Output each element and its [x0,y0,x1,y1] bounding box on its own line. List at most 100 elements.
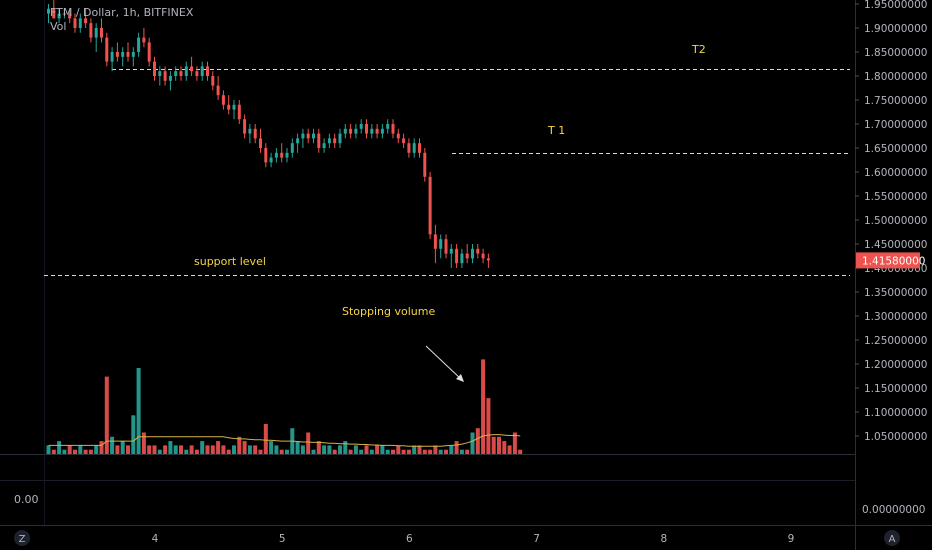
time-tick-label: 7 [533,533,540,545]
candle-body [455,248,459,264]
price-axis[interactable]: 1.95000000 1.90000000 1.85000000 1.80000000… [855,0,927,443]
auto-scale-button[interactable] [884,530,900,546]
candle-body [110,52,114,62]
candle-body [471,248,474,259]
volume-bar [51,449,56,454]
volume-bar [348,449,353,454]
volume-bar [88,449,93,454]
volume-bar [428,449,433,454]
candle-body [158,71,162,76]
volume-bar [438,449,443,454]
volume-bar [189,445,194,454]
price-tick-label: 1.10000000 [864,407,927,419]
volume-bar [497,436,501,454]
price-tick-label: 1.85000000 [864,47,927,59]
volume-bar [57,441,62,454]
volume-bar [152,445,157,454]
price-tick-label: 1.35000000 [864,287,927,299]
volume-bar [359,449,364,454]
candle-body [449,248,453,254]
candle-body [444,239,448,254]
zoom-button[interactable] [14,530,30,546]
volume-bar [94,445,99,454]
volume-bar [168,441,173,454]
candle-body [62,13,66,15]
candle-body [184,66,188,76]
candle-body [105,37,109,62]
volume-bar [454,441,459,454]
volume-bar [422,449,427,454]
volume-bar [364,445,369,454]
candle-body [402,138,406,144]
candle-body [396,133,400,139]
volume-bar [62,449,67,454]
candlestick-series [47,0,490,268]
time-tick-label: 4 [152,533,159,545]
volume-bar [353,445,358,454]
price-tick-label: 1.80000000 [864,71,927,83]
volume-bar [274,445,279,454]
candle-body [269,157,273,163]
symbol-title[interactable]: FTM / Dollar, 1h, BITFINEX [50,6,194,19]
candle-body [211,76,215,86]
support-annotation[interactable]: support level [194,255,266,268]
candle-body [137,37,141,52]
volume-bar [99,441,104,454]
volume-bar [470,432,475,454]
volume-bar [131,415,136,454]
volume-ma-line [48,434,521,447]
volume-bar [126,445,130,454]
candle-body [131,52,135,57]
candle-body [312,133,315,139]
candle-body [52,8,56,19]
volume-bar [306,432,311,454]
volume-bar [78,445,83,454]
volume-bar [300,445,305,454]
price-tick-label: 1.55000000 [864,191,927,203]
candle-body [327,138,331,144]
volume-series [46,359,523,454]
volume-bar [279,449,284,454]
indicator-label[interactable]: Vol [50,20,66,33]
volume-bar [295,441,300,454]
candle-body [343,128,347,134]
t1-annotation[interactable]: T 1 [547,124,565,137]
volume-bar [459,449,464,454]
t2-annotation[interactable]: T2 [691,43,706,56]
candle-body [47,8,50,14]
candle-body [380,128,384,134]
candle-body [174,71,178,76]
volume-bar [502,441,507,454]
volume-bar [147,445,152,454]
candle-body [195,71,199,76]
volume-bar [449,445,454,454]
time-axis[interactable]: 4 5 6 7 8 9 [152,533,795,545]
candle-body [433,234,437,249]
price-tick-label: 1.05000000 [864,431,927,443]
volume-bar [507,445,512,454]
candle-body [317,133,321,148]
candle-body [100,28,103,38]
current-price-label: 1.41580000 [862,255,925,267]
volume-bar [433,445,438,454]
candle-body [84,18,88,24]
candle-body [259,138,262,148]
candle-body [285,152,289,158]
volume-bar [322,445,327,454]
volume-bar [242,441,247,454]
volume-bar [512,432,517,454]
stopping-volume-annotation[interactable]: Stopping volume [342,305,435,318]
arrow-head-icon [456,374,464,382]
price-tick-label: 1.30000000 [864,311,927,323]
candle-body [179,71,183,76]
candle-body [243,119,247,134]
candle-body [439,239,443,249]
volume-bar [73,449,77,454]
volume-bar [247,445,252,454]
volume-bar [46,445,51,454]
volume-bar [396,445,401,454]
volume-bar [417,445,422,454]
candle-body [370,128,374,134]
volume-bar [486,398,491,454]
